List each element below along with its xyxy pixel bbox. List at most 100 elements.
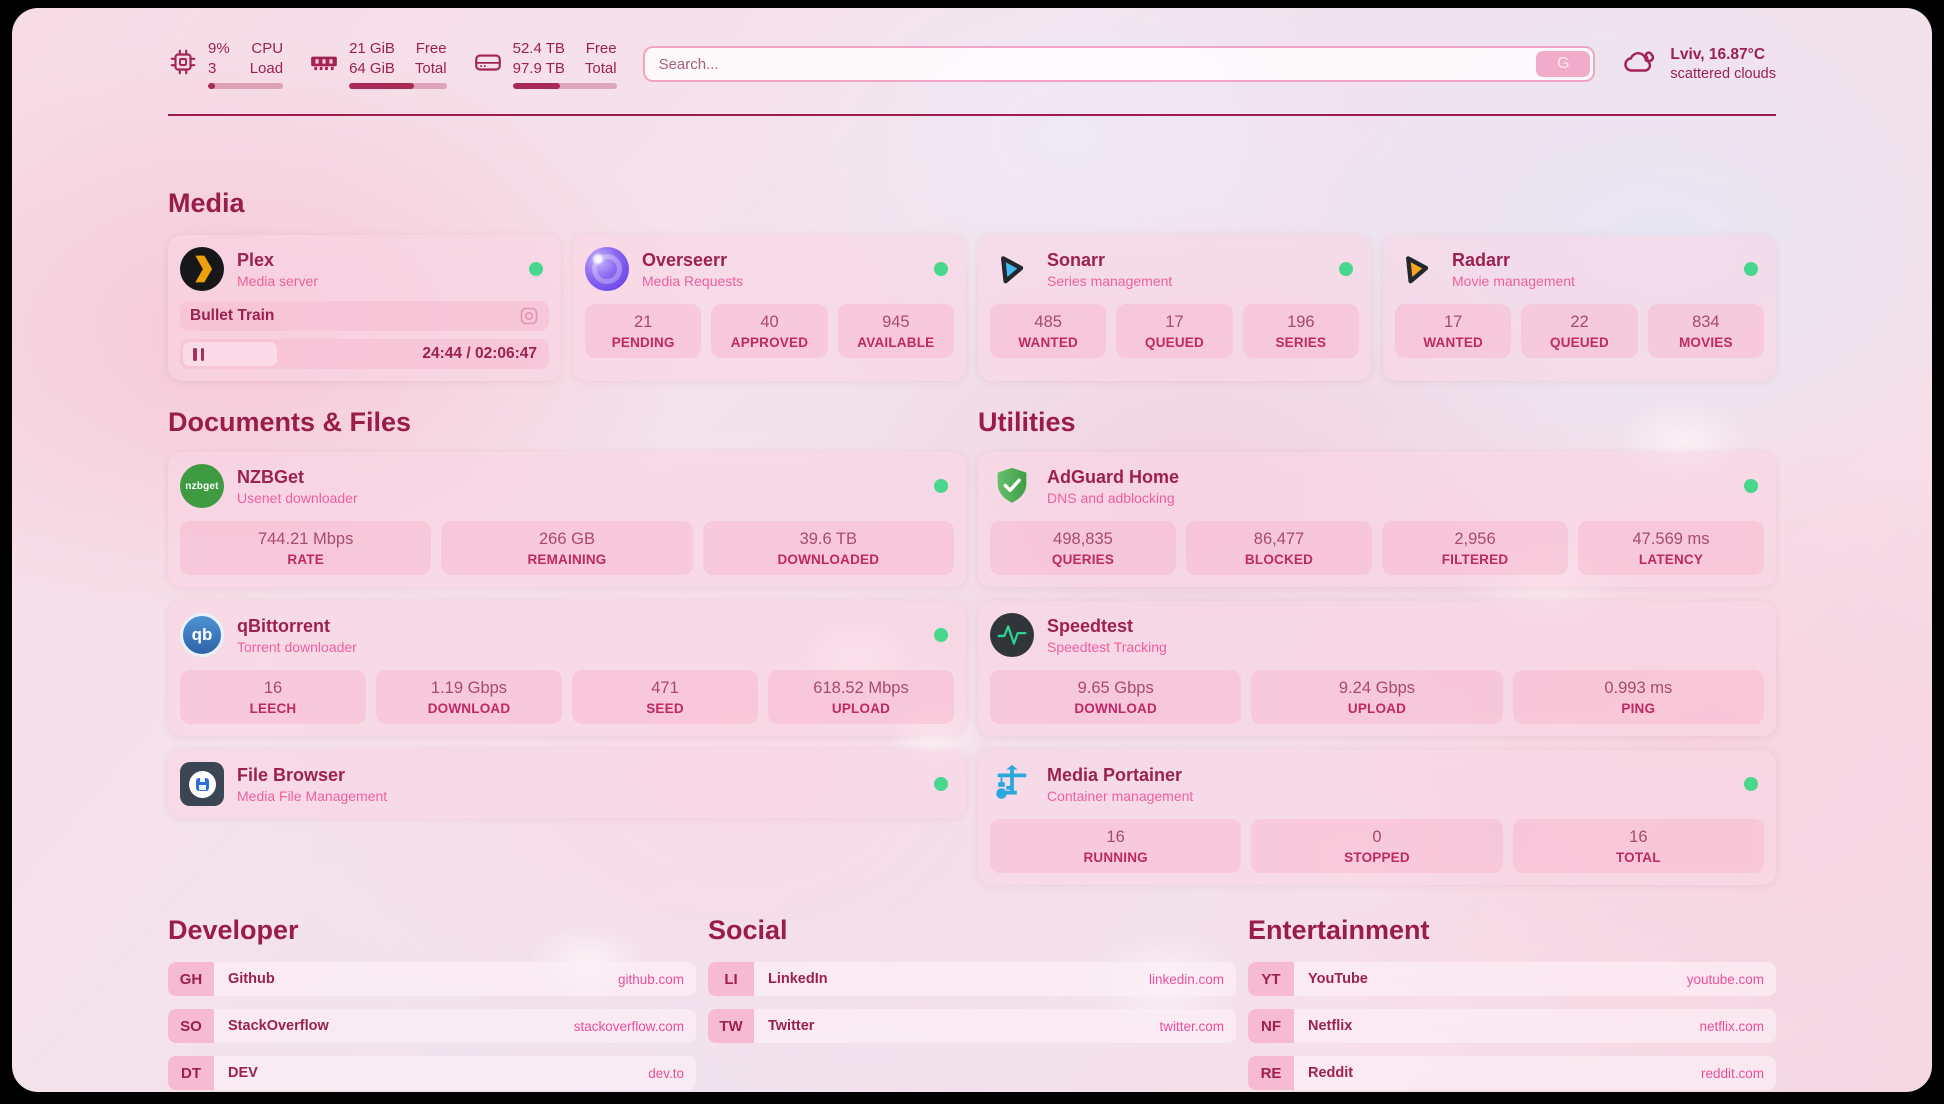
stat-tile: 16 RUNNING [990,819,1242,873]
app-subtitle: Series management [1047,272,1173,289]
stat-label: QUEUED [1145,335,1204,350]
nzbget-card[interactable]: nzbget NZBGet Usenet downloader 744.21 M… [168,452,966,587]
adguard-card[interactable]: AdGuard Home DNS and adblocking 498,835 … [978,452,1776,587]
stat-label: DOWNLOADED [777,552,880,567]
app-subtitle: Speedtest Tracking [1047,638,1167,655]
status-dot [1744,479,1758,493]
sonarr-card[interactable]: Sonarr Series management 485 WANTED 17 Q… [978,235,1371,381]
bookmark-name: Twitter [768,1018,815,1034]
stat-value: 9.65 Gbps [1077,679,1154,697]
session-view-button[interactable] [519,306,539,326]
bookmark-stackoverflow[interactable]: SO StackOverflow stackoverflow.com [168,1009,696,1043]
stat-tile: 744.21 Mbps RATE [180,521,432,575]
utilities-column: Utilities [978,407,1776,885]
stat-tile: 196 SERIES [1242,304,1359,358]
stat-label: RUNNING [1083,850,1148,865]
status-dot [934,777,948,791]
bookmark-url: dev.to [648,1065,684,1081]
stat-label: LATENCY [1638,552,1704,567]
bookmark-linkedin[interactable]: LI LinkedIn linkedin.com [708,962,1236,996]
bookmark-abbr: DT [168,1056,214,1090]
stat-tile: 22 QUEUED [1521,304,1638,358]
ram-total-value: 64 GiB [349,59,395,77]
status-dot [1744,262,1758,276]
bookmark-name: LinkedIn [768,971,828,987]
search-input[interactable] [644,55,1594,73]
bookmark-name: YouTube [1308,971,1368,987]
stat-value: 86,477 [1253,530,1305,548]
overseerr-card[interactable]: Overseerr Media Requests 21 PENDING 40 A… [573,235,966,381]
documents-column: Documents & Files nzbget NZBGet Usenet d… [168,407,966,885]
bookmark-url: twitter.com [1159,1018,1224,1034]
bookmark-netflix[interactable]: NF Netflix netflix.com [1248,1009,1776,1043]
cpu-icon [168,47,198,82]
entertainment-bookmarks: Entertainment YT YouTube youtube.com NF … [1248,915,1776,1090]
overseerr-icon [585,247,629,291]
stat-label: WANTED [1423,335,1484,350]
stat-label: APPROVED [730,335,809,350]
filebrowser-card[interactable]: File Browser Media File Management [168,750,966,818]
entertainment-section-heading: Entertainment [1248,915,1430,945]
speedtest-card[interactable]: Speedtest Speedtest Tracking 9.65 Gbps D… [978,601,1776,736]
stat-tile: 40 APPROVED [711,304,828,358]
bookmark-url: stackoverflow.com [573,1018,684,1034]
bookmark-url: netflix.com [1699,1018,1764,1034]
ram-progress-bar [349,83,447,89]
status-dot [1744,777,1758,791]
app-subtitle: Torrent downloader [237,638,357,655]
app-subtitle: Usenet downloader [237,489,358,506]
ram-free-label: Free [415,40,447,57]
stat-label: AVAILABLE [857,335,935,350]
stat-value: 17 [1165,313,1184,331]
qbittorrent-card[interactable]: qb qBittorrent Torrent downloader 16 LEE… [168,601,966,736]
adguard-icon [990,464,1034,508]
bookmark-name: Github [228,971,275,987]
bookmark-youtube[interactable]: YT YouTube youtube.com [1248,962,1776,996]
stat-tile: 485 WANTED [990,304,1107,358]
now-playing-row: Bullet Train [180,301,549,331]
stat-label: SERIES [1275,335,1327,350]
bookmark-url: linkedin.com [1148,971,1224,987]
search-engine-button[interactable]: G [1536,51,1591,77]
playback-progress-fill [183,342,278,366]
status-dot [934,262,948,276]
stat-value: 196 [1287,313,1315,331]
bookmark-name: DEV [228,1065,258,1081]
stat-label: UPLOAD [1347,701,1407,716]
developer-section-heading: Developer [168,915,299,945]
stat-value: 0 [1372,828,1382,846]
stat-value: 485 [1034,313,1062,331]
app-subtitle: Media server [237,272,318,289]
stat-tile: 9.65 Gbps DOWNLOAD [990,670,1242,724]
stat-label: DOWNLOAD [427,701,511,716]
app-name: Plex [237,249,275,270]
stat-label: RATE [287,552,324,567]
portainer-card[interactable]: Media Portainer Container management 16 … [978,750,1776,885]
stat-label: FILTERED [1441,552,1509,567]
bookmark-twitter[interactable]: TW Twitter twitter.com [708,1009,1236,1043]
radarr-card[interactable]: Radarr Movie management 17 WANTED 22 QUE… [1383,235,1776,381]
portainer-icon [990,762,1034,806]
plex-card[interactable]: Plex Media server Bullet Train 24:44 / 0… [168,235,561,381]
bookmark-github[interactable]: GH Github github.com [168,962,696,996]
stat-value: 9.24 Gbps [1338,679,1416,697]
app-subtitle: Media Requests [642,272,744,289]
status-dot [934,479,948,493]
pause-icon[interactable] [193,347,204,361]
filebrowser-icon [180,762,224,806]
disk-total-label: Total [584,59,617,77]
stat-value: 17 [1443,313,1463,331]
disk-free-label: Free [585,40,617,57]
stat-label: REMAINING [527,552,607,567]
stat-value: 1.19 Gbps [430,679,508,697]
stat-tile: 618.52 Mbps UPLOAD [768,670,954,724]
stat-label: DOWNLOAD [1074,701,1157,716]
stat-tile: 39.6 TB DOWNLOADED [702,521,954,575]
header-divider [168,114,1776,116]
stat-value: 21 [633,313,653,331]
now-playing-title: Bullet Train [190,307,275,324]
stat-tile: 9.24 Gbps UPLOAD [1251,670,1503,724]
bookmark-dev[interactable]: DT DEV dev.to [168,1056,696,1090]
bookmark-abbr: RE [1248,1056,1294,1090]
bookmark-reddit[interactable]: RE Reddit reddit.com [1248,1056,1776,1090]
